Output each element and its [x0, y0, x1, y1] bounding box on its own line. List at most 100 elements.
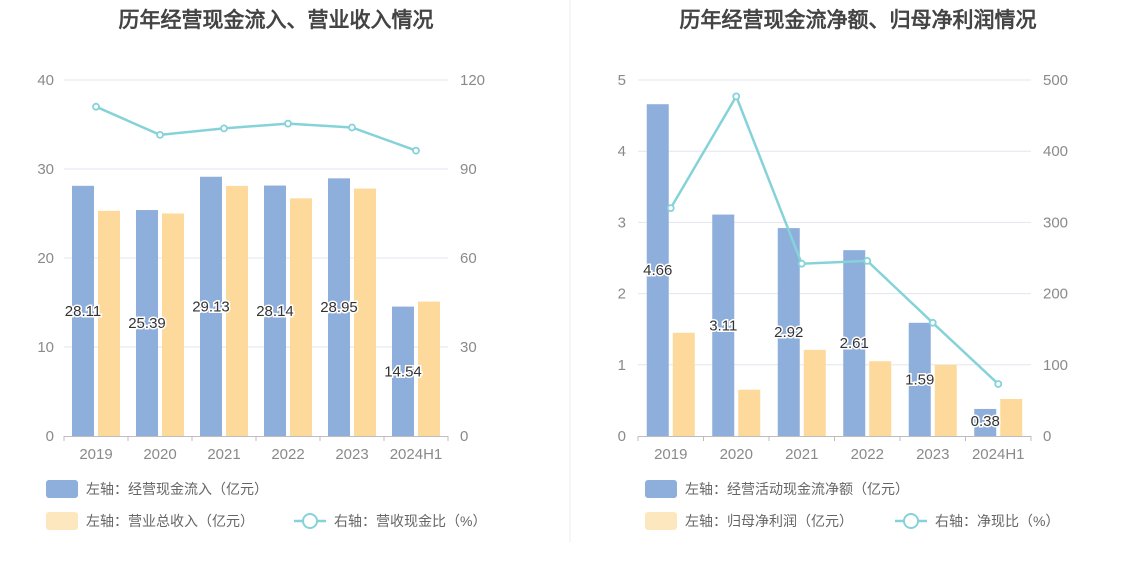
y-left-tick-label: 1	[618, 357, 626, 374]
y-right-tick-label: 100	[1043, 357, 1068, 374]
line-point	[732, 92, 741, 101]
legend-swatch-marker	[302, 513, 318, 529]
bar-primary	[328, 178, 350, 436]
bar-data-label: 29.13	[192, 298, 230, 315]
line-point	[348, 123, 356, 132]
bar-secondary	[738, 389, 761, 436]
bar-data-label: 2.61	[840, 335, 869, 352]
bar-secondary	[418, 301, 440, 436]
y-right-tick-label: 500	[1043, 72, 1068, 89]
y-left-tick-label: 4	[618, 143, 626, 160]
line-point	[284, 119, 292, 128]
bar-data-label: 1.59	[905, 371, 934, 388]
bar-primary	[843, 250, 866, 436]
y-left-tick-label: 20	[37, 250, 54, 267]
line-series	[95, 105, 417, 152]
bar-primary	[264, 185, 286, 436]
y-left-tick-label: 10	[37, 339, 54, 356]
line-point	[994, 380, 1003, 388]
y-right-tick-label: 0	[1043, 428, 1051, 445]
legend-swatch-primary	[645, 480, 677, 498]
x-tick-label: 2024H1	[390, 446, 443, 463]
bar-primary	[646, 104, 669, 436]
legend-swatch-marker	[903, 513, 919, 529]
bar-primary	[136, 210, 158, 436]
legend-label: 左轴：归母净利润（亿元）	[685, 513, 853, 529]
x-tick-label: 2023	[335, 446, 368, 463]
bar-primary	[974, 408, 997, 436]
bar-data-label: 28.11	[65, 303, 101, 320]
x-tick-label: 2020	[720, 446, 753, 463]
y-right-tick-label: 90	[460, 161, 477, 178]
bar-secondary	[98, 210, 120, 436]
line-point	[92, 102, 100, 111]
bar-primary	[712, 214, 735, 436]
x-tick-label: 2022	[851, 446, 884, 463]
y-right-tick-label: 60	[460, 250, 477, 267]
x-tick-label: 2021	[785, 446, 818, 463]
chart-title: 历年经营现金流净额、归母净利润情况	[680, 8, 1037, 32]
legend-label: 左轴：营业总收入（亿元）	[86, 513, 254, 529]
legend-swatch-secondary	[645, 512, 677, 530]
bar-primary	[777, 228, 800, 436]
chart-1: 历年经营现金流入、营业收入情况 0 10 20 30 40 0 30 60 90 120 2019 20…	[37, 8, 486, 530]
y-left-tick-label: 5	[618, 72, 626, 89]
bar-data-label: 28.14	[256, 303, 294, 320]
line-series	[669, 93, 1000, 385]
y-right-tick-label: 300	[1043, 214, 1068, 231]
x-tick-label: 2023	[916, 446, 949, 463]
legend-swatch-secondary	[46, 512, 78, 530]
x-tick-label: 2019	[654, 446, 687, 463]
y-left-tick-label: 2	[618, 286, 626, 303]
legend-label: 左轴：经营活动现金流净额（亿元）	[685, 481, 909, 497]
legend-swatch-primary	[46, 480, 78, 498]
line-point	[156, 130, 164, 139]
y-right-tick-label: 120	[460, 72, 485, 89]
legend: 左轴：经营现金流入（亿元） 左轴：营业总收入（亿元） 右轴：营收现金比（%）	[46, 480, 486, 530]
legend: 左轴：经营活动现金流净额（亿元） 左轴：归母净利润（亿元） 右轴：净现比（%）	[645, 480, 1059, 530]
y-left-tick-label: 40	[37, 72, 54, 89]
bar-secondary	[1000, 398, 1023, 436]
bar-primary	[72, 185, 94, 436]
chart-title: 历年经营现金流入、营业收入情况	[119, 8, 434, 32]
y-right-tick-label: 200	[1043, 286, 1068, 303]
y-right-tick-label: 400	[1043, 143, 1068, 160]
x-tick-label: 2024H1	[972, 446, 1025, 463]
bar-data-label: 25.39	[128, 315, 166, 332]
chart-2: 历年经营现金流净额、归母净利润情况 0 1 2 3 4 5 0 100 200 300 400 500 2…	[618, 8, 1068, 530]
legend-label: 左轴：经营现金流入（亿元）	[86, 481, 268, 497]
bar-secondary	[354, 188, 376, 436]
bar-data-label: 0.38	[971, 413, 1000, 430]
bar-secondary	[803, 349, 826, 436]
legend-label: 右轴：净现比（%）	[935, 513, 1059, 529]
bar-data-label: 14.54	[384, 363, 422, 380]
bar-secondary	[290, 198, 312, 436]
bar-data-label: 2.92	[774, 324, 803, 341]
x-tick-label: 2020	[143, 446, 176, 463]
bar-primary	[392, 306, 414, 436]
bar-secondary	[869, 361, 892, 436]
y-right-tick-label: 0	[460, 428, 468, 445]
line-point	[928, 318, 937, 327]
bar-secondary	[934, 364, 957, 436]
y-right-tick-label: 30	[460, 339, 477, 356]
x-tick-label: 2021	[207, 446, 240, 463]
bar-secondary	[162, 213, 184, 436]
y-left-tick-label: 30	[37, 161, 54, 178]
bar-primary	[200, 176, 222, 437]
line-point	[220, 124, 228, 133]
bar-data-label: 28.95	[320, 299, 358, 316]
line-point	[666, 204, 675, 213]
y-left-tick-label: 0	[618, 428, 626, 445]
y-left-tick-label: 3	[618, 214, 626, 231]
line-point	[863, 256, 872, 265]
line-point	[797, 259, 806, 268]
bar-primary	[908, 322, 931, 436]
line-point	[412, 146, 420, 155]
bar-data-label: 3.11	[709, 317, 737, 334]
bar-secondary	[672, 332, 695, 436]
legend-label: 右轴：营收现金比（%）	[334, 513, 486, 529]
bar-secondary	[226, 185, 248, 436]
